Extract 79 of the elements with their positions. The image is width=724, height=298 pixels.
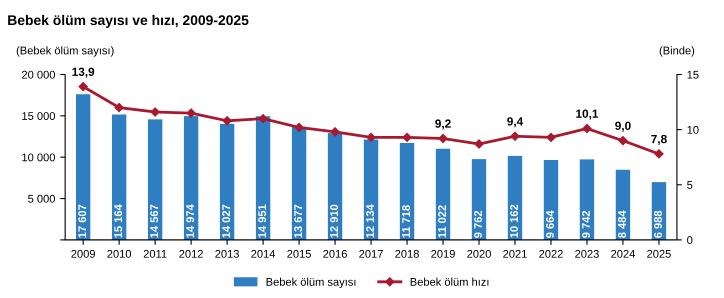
data-label: 17 607 [78,204,86,238]
data-label: 14 951 [258,204,266,238]
data-label: 9 742 [582,210,590,238]
y2-axis-title: (Binde) [660,46,694,57]
x-tick-label: 2016 [323,250,347,258]
legend-label: Bebek ölüm sayısı [266,278,356,288]
x-tick-label: 2014 [251,250,276,258]
bar [256,116,270,240]
point [294,122,304,132]
y-axis-title: (Bebek ölüm sayısı) [16,46,114,57]
point [510,132,520,141]
data-label: 7,8 [651,134,667,145]
chart-title: Bebek ölüm sayısı ve hızı, 2009-2025 [8,14,248,28]
y-tick-label: 20 000 [22,70,56,79]
data-label: 9 762 [474,210,482,238]
x-tick-label: 2010 [107,250,132,258]
data-label: 15 164 [114,204,122,238]
bar [328,133,342,240]
x-tick-label: 2011 [144,250,167,258]
point [546,132,556,142]
data-label: 10,1 [576,110,598,120]
data-label: 12 134 [366,204,374,238]
data-label: 13,9 [72,68,94,78]
bar [76,94,90,240]
data-label: 14 567 [150,204,158,238]
point [438,134,448,144]
data-label: 14 027 [222,204,230,238]
data-label: 14 974 [186,204,194,238]
point [402,132,412,142]
x-tick-label: 2018 [395,250,419,258]
x-tick-label: 2013 [215,250,239,258]
point [222,116,232,126]
bar [148,119,162,240]
point [582,124,592,134]
data-label: 10 162 [510,204,518,238]
data-label: 9,2 [435,119,451,130]
x-tick-label: 2012 [179,250,203,258]
data-label: 9,0 [615,122,631,132]
bar [184,116,198,240]
x-tick-label: 2009 [71,250,95,258]
y-tick-label: 15 000 [22,112,56,120]
point [330,127,340,136]
legend-label: Bebek ölüm hızı [410,278,488,286]
x-tick-label: 2022 [539,250,563,258]
x-tick-label: 2024 [611,250,635,258]
point [654,149,664,159]
y-tick-label: 5 000 [28,194,56,203]
point [150,107,160,117]
data-label: 6 988 [654,210,662,238]
point [258,114,268,124]
data-label: 9,4 [507,117,524,128]
point [366,132,376,142]
bar [220,124,234,240]
x-tick-label: 2021 [503,250,527,258]
y2-tick-label: 15 [688,70,699,79]
y2-tick-label: 5 [687,181,692,189]
point [618,136,628,146]
y-tick-label: 10 000 [22,153,56,162]
y2-tick-label: 0 [687,236,692,244]
x-tick-label: 2020 [467,250,491,258]
x-tick-label: 2025 [647,250,671,258]
bar [400,142,414,240]
y2-tick-label: 10 [688,126,699,134]
point [474,139,484,149]
point [186,108,196,118]
x-tick-label: 2019 [431,250,455,258]
data-label: 13 677 [294,204,302,238]
data-label: 9 664 [546,210,554,238]
bar [292,126,306,240]
data-label: 8 484 [618,210,626,238]
x-tick-label: 2017 [359,250,383,258]
bar [112,114,126,240]
point [114,102,124,112]
x-tick-label: 2015 [287,250,311,258]
data-label: 12 910 [330,204,338,238]
data-label: 11 718 [402,205,410,238]
data-label: 11 022 [438,205,446,238]
point [78,82,88,92]
x-tick-label: 2023 [575,250,599,258]
